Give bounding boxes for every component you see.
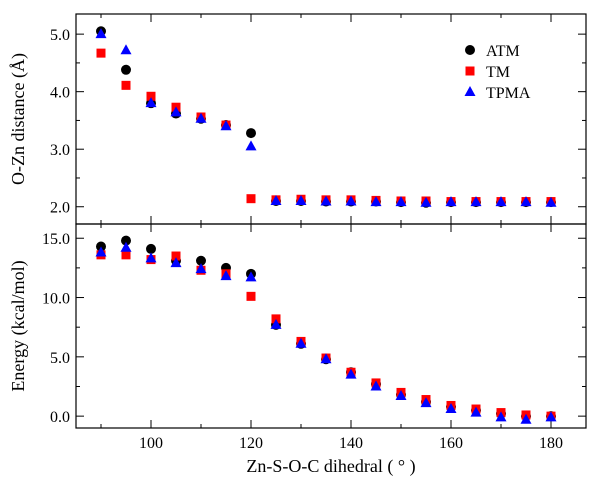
y-axis-label: O-Zn distance (Å) [8, 53, 29, 185]
series-tm [96, 250, 556, 421]
data-point-tpma [195, 112, 207, 123]
data-point-atm [146, 243, 156, 254]
data-point-tm [246, 194, 256, 204]
data-point-tpma [295, 194, 307, 205]
legend-label-tm: TM [486, 64, 510, 81]
y-tick-label: 4.0 [50, 85, 70, 102]
data-point-tpma [420, 397, 432, 408]
data-point-tpma [95, 246, 107, 257]
data-point-atm [121, 64, 131, 75]
series-tpma [95, 241, 557, 424]
data-point-tpma [420, 196, 432, 207]
x-tick-label: 180 [539, 435, 563, 452]
data-point-tpma [445, 196, 457, 207]
data-point-tpma [245, 140, 257, 151]
data-point-atm [246, 128, 256, 139]
data-point-tpma [395, 196, 407, 207]
data-point-tpma [145, 97, 157, 108]
data-point-tpma [320, 353, 332, 364]
x-tick-label: 100 [139, 435, 163, 452]
y-tick-label: 3.0 [50, 142, 70, 159]
data-point-tpma [370, 196, 382, 207]
data-point-tpma [495, 411, 507, 422]
legend-marker-atm [465, 45, 475, 55]
panels: 2.0 3.0 4.0 5.0 O-Zn distance (Å) ATM TM TPMA 0.… [8, 13, 587, 452]
data-point-tpma [270, 194, 282, 205]
y-tick-label: 2.0 [50, 200, 70, 217]
data-point-atm [121, 235, 131, 246]
y-tick-label: 5.0 [50, 350, 70, 367]
data-point-tpma [520, 413, 532, 424]
data-point-tpma [345, 368, 357, 379]
data-point-tpma [470, 196, 482, 207]
x-tick-label: 120 [239, 435, 263, 452]
x-axis-label: Zn-S-O-C dihedral ( ° ) [246, 456, 415, 477]
series-atm [96, 235, 556, 422]
legend-label-atm: ATM [486, 43, 520, 60]
data-point-tpma [245, 271, 257, 282]
legend-marker-tm [465, 66, 475, 76]
data-point-tm [96, 48, 106, 58]
y-tick-label: 10.0 [42, 291, 70, 308]
x-tick-label: 160 [439, 435, 463, 452]
data-point-tpma [445, 403, 457, 414]
panel-distance: 2.0 3.0 4.0 5.0 O-Zn distance (Å) ATM TM TPMA [8, 13, 587, 225]
y-tick-label: 0.0 [50, 409, 70, 426]
data-point-tpma [520, 196, 532, 207]
data-point-tpma [145, 252, 157, 263]
panel-energy: 0.0 5.0 10.0 15.0 100 120 140 160 180 Energy (kca… [8, 223, 587, 452]
series-tpma [95, 28, 557, 207]
data-point-tpma [470, 406, 482, 417]
legend-label-tpma: TPMA [486, 85, 531, 102]
data-point-tpma [545, 411, 557, 422]
data-point-tpma [545, 196, 557, 207]
data-point-tm [146, 91, 156, 101]
data-point-tpma [370, 380, 382, 391]
data-point-tm [121, 250, 131, 260]
y-axis-label: Energy (kcal/mol) [8, 260, 29, 391]
data-point-tpma [395, 389, 407, 400]
data-point-tm [246, 291, 256, 301]
data-point-tpma [95, 28, 107, 39]
data-point-tpma [120, 241, 132, 252]
data-point-tpma [345, 195, 357, 206]
data-point-tpma [495, 196, 507, 207]
data-point-tm [171, 251, 181, 261]
data-point-tpma [270, 318, 282, 329]
data-point-tpma [195, 263, 207, 274]
y-tick-label: 15.0 [42, 231, 70, 248]
data-point-tpma [220, 120, 232, 131]
data-point-tpma [170, 257, 182, 268]
y-tick-label: 5.0 [50, 27, 70, 44]
data-point-tm [121, 80, 131, 90]
data-point-tpma [120, 44, 132, 55]
data-point-atm [196, 255, 206, 266]
data-point-tpma [295, 337, 307, 348]
data-point-tpma [220, 270, 232, 281]
plot-frame [75, 223, 587, 429]
data-point-tpma [170, 106, 182, 117]
legend: ATM TM TPMA [464, 43, 531, 102]
x-tick-label: 140 [339, 435, 363, 452]
data-point-tpma [320, 195, 332, 206]
legend-marker-tpma [464, 86, 476, 96]
